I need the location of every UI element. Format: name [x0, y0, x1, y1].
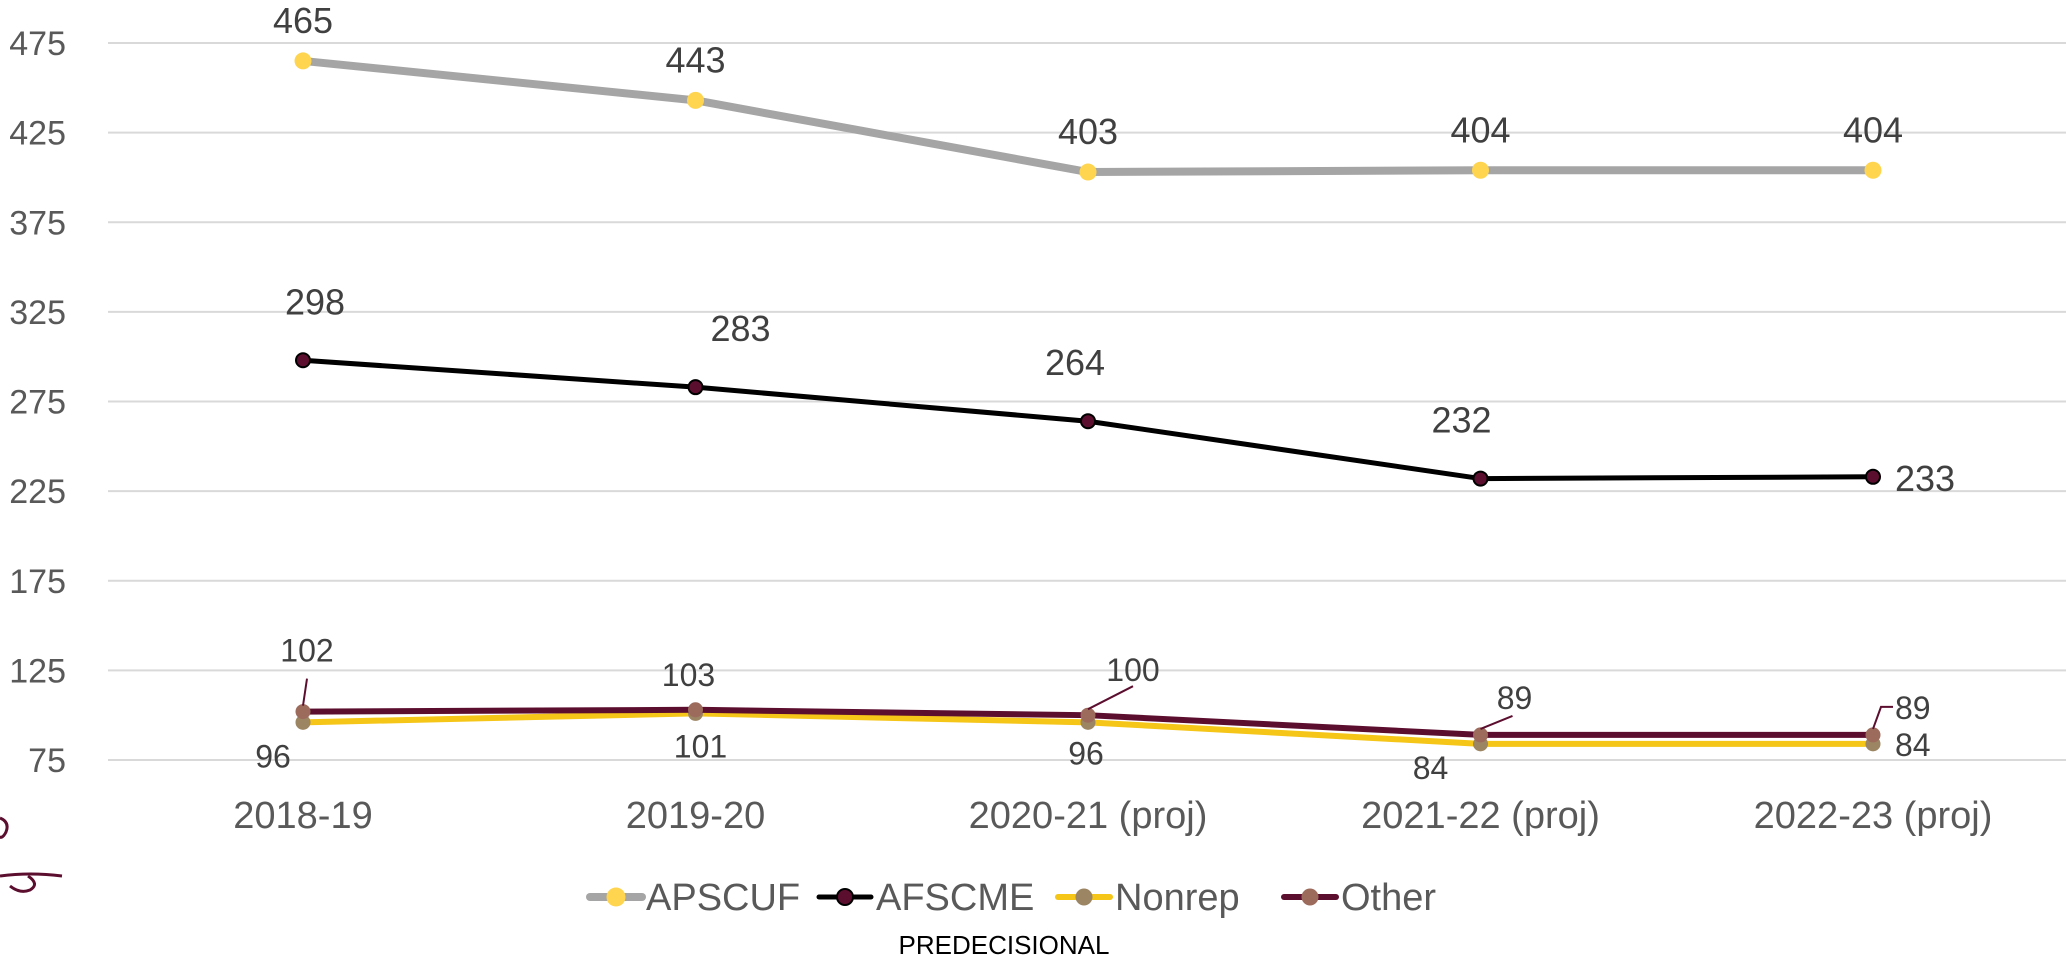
legend-marker-other — [1301, 888, 1319, 906]
data-point-apscuf — [1079, 163, 1097, 181]
leader-line — [1872, 705, 1893, 730]
data-point-afscme — [1865, 468, 1881, 485]
legend: APSCUF AFSCME Nonrep Other — [586, 877, 1436, 919]
y-tick-label: 75 — [28, 742, 66, 780]
y-tick-label: 125 — [9, 652, 66, 690]
leader-line — [302, 678, 308, 706]
data-label-nonrep: 96 — [1068, 735, 1104, 771]
x-tick-label: 2019-20 — [626, 795, 765, 837]
series-lines — [294, 52, 1882, 752]
data-label-nonrep: 84 — [1895, 727, 1931, 763]
data-label-apscuf: 404 — [1450, 109, 1510, 150]
data-point-apscuf — [1864, 161, 1882, 179]
leader-line — [1480, 714, 1513, 730]
data-label-nonrep: 101 — [674, 728, 727, 764]
data-label-nonrep: 96 — [255, 738, 291, 774]
data-label-afscme: 298 — [285, 281, 345, 322]
y-axis-ticks: 75 125 175 225 275 325 375 425 475 — [9, 25, 66, 780]
data-point-other — [688, 702, 703, 718]
data-label-other: 102 — [280, 633, 333, 669]
leader-line — [1087, 685, 1134, 711]
y-tick-label: 475 — [9, 25, 66, 63]
data-point-other — [295, 704, 311, 720]
legend-label-apscuf: APSCUF — [646, 877, 800, 919]
data-label-apscuf: 443 — [665, 39, 725, 80]
logo-fragment-icon — [0, 816, 63, 893]
x-tick-label: 2022-23 (proj) — [1754, 795, 1993, 837]
y-tick-label: 425 — [9, 115, 66, 153]
legend-marker-afscme — [836, 888, 854, 906]
data-point-nonrep — [295, 714, 311, 730]
y-tick-label: 175 — [9, 563, 66, 601]
legend-label-other: Other — [1341, 877, 1436, 919]
data-label-other: 89 — [1895, 690, 1931, 726]
y-tick-label: 375 — [9, 204, 66, 242]
legend-label-afscme: AFSCME — [876, 877, 1034, 919]
data-point-afscme — [295, 352, 311, 369]
data-label-apscuf: 403 — [1058, 111, 1118, 152]
y-tick-label: 325 — [9, 294, 66, 332]
x-tick-label: 2020-21 (proj) — [969, 795, 1208, 837]
data-label-other: 100 — [1106, 652, 1159, 688]
data-point-apscuf — [1472, 161, 1489, 179]
y-tick-label: 225 — [9, 473, 66, 511]
footer-predecisional: PREDECISIONAL — [899, 930, 1110, 956]
label-leader-lines — [302, 678, 1893, 730]
data-label-afscme: 264 — [1045, 342, 1105, 383]
data-label-other: 103 — [662, 657, 715, 693]
data-point-apscuf — [687, 91, 704, 109]
y-tick-label: 275 — [9, 384, 66, 422]
data-point-apscuf — [294, 52, 312, 70]
data-label-other: 89 — [1497, 680, 1533, 716]
legend-marker-nonrep — [1075, 888, 1093, 906]
legend-label-nonrep: Nonrep — [1115, 877, 1240, 919]
data-point-afscme — [687, 379, 704, 396]
data-label-apscuf: 465 — [273, 0, 333, 41]
data-point-afscme — [1472, 470, 1489, 487]
x-axis-ticks: 2018-19 2019-20 2020-21 (proj) 2021-22 (pro… — [233, 795, 1992, 837]
data-label-afscme: 283 — [710, 308, 770, 349]
data-point-other — [1080, 707, 1096, 723]
data-label-apscuf: 404 — [1843, 109, 1903, 150]
legend-marker-apscuf — [606, 887, 626, 907]
data-point-other — [1865, 727, 1881, 743]
data-label-afscme: 233 — [1895, 458, 1955, 499]
data-point-afscme — [1080, 413, 1096, 430]
x-tick-label: 2018-19 — [233, 795, 372, 837]
gridlines — [108, 42, 2066, 761]
x-tick-label: 2021-22 (proj) — [1361, 795, 1600, 837]
data-label-afscme: 232 — [1431, 400, 1491, 441]
data-point-other — [1473, 727, 1488, 743]
data-label-nonrep: 84 — [1413, 750, 1449, 786]
